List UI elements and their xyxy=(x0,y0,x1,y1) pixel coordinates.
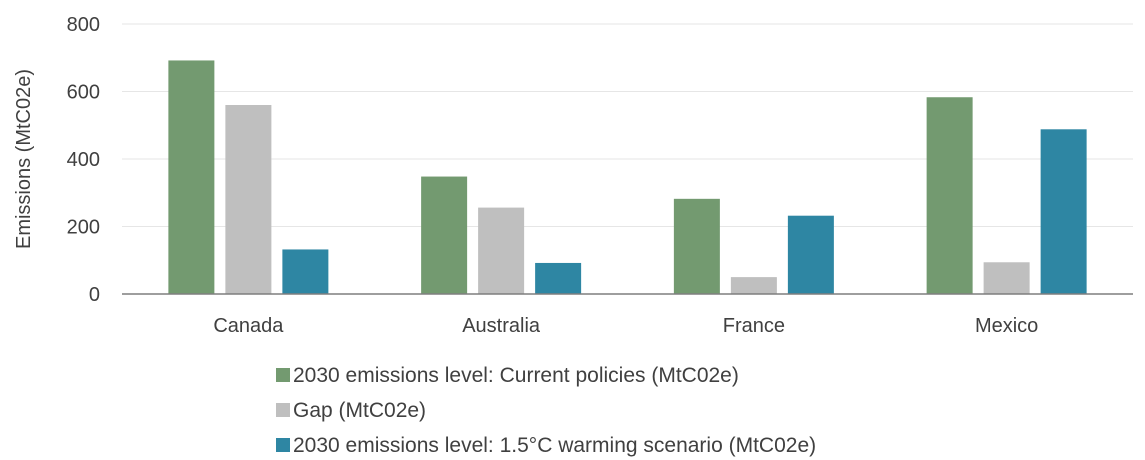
legend-label: Gap (MtC02e) xyxy=(293,399,426,422)
legend-label: 2030 emissions level: 1.5°C warming scen… xyxy=(293,434,816,457)
bar-canada-series-1 xyxy=(168,60,215,295)
legend: 2030 emissions level: Current policies (… xyxy=(276,364,816,457)
x-tick-label: Australia xyxy=(462,315,541,337)
y-tick-label: 800 xyxy=(67,14,100,36)
bar-australia-series-3 xyxy=(535,262,582,294)
y-axis-title: Emissions (MtC02e) xyxy=(13,69,35,249)
bar-mexico-series-1 xyxy=(926,97,973,294)
y-tick-labels: 0 200 400 600 800 xyxy=(67,14,100,306)
y-tick-label: 200 xyxy=(67,217,100,239)
x-tick-label: Mexico xyxy=(975,315,1038,337)
x-tick-label: France xyxy=(723,315,785,337)
y-tick-label: 400 xyxy=(67,149,100,171)
gridlines xyxy=(122,23,1133,227)
legend-swatch xyxy=(276,368,290,382)
legend-label: 2030 emissions level: Current policies (… xyxy=(293,364,739,387)
bar-mexico-series-2 xyxy=(983,262,1030,294)
bar-australia-series-1 xyxy=(421,176,468,294)
bar-canada-series-3 xyxy=(282,249,329,294)
bar-canada-series-2 xyxy=(225,105,272,294)
y-tick-label: 0 xyxy=(89,284,100,306)
bar-france-series-1 xyxy=(673,198,720,294)
bar-mexico-series-3 xyxy=(1040,129,1087,294)
legend-swatch xyxy=(276,403,290,417)
bar-australia-series-2 xyxy=(478,207,525,294)
x-tick-labels: Canada Australia France Mexico xyxy=(213,315,1038,337)
legend-swatch xyxy=(276,438,290,452)
bar-france-series-2 xyxy=(730,277,777,294)
y-tick-label: 600 xyxy=(67,82,100,104)
bar-france-series-3 xyxy=(787,215,834,294)
bars xyxy=(168,60,1087,295)
x-tick-label: Canada xyxy=(213,315,284,337)
